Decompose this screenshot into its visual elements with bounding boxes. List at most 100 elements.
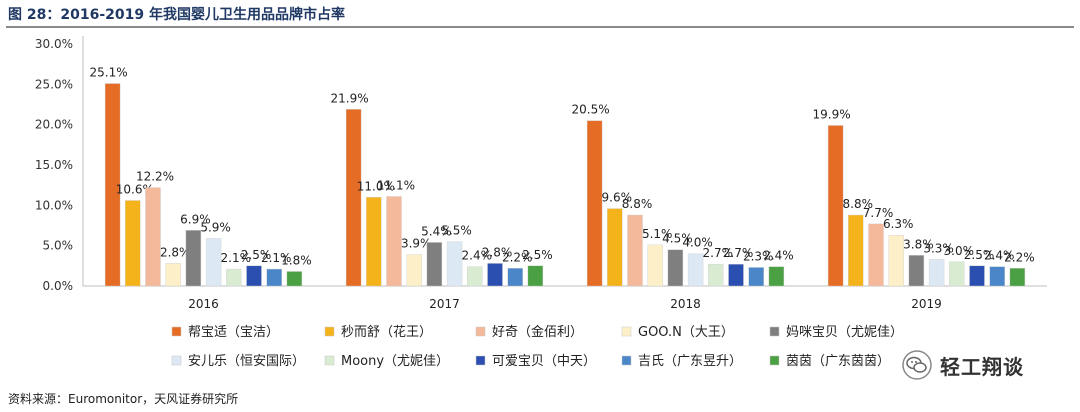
bar <box>627 214 643 287</box>
bar <box>969 265 985 287</box>
bar <box>586 120 603 287</box>
x-tick-label: 2019 <box>911 297 942 311</box>
data-label: 3.9% <box>401 237 432 251</box>
bar <box>165 263 181 287</box>
x-tick-label: 2018 <box>670 297 701 311</box>
bar <box>708 264 724 287</box>
legend-label: 帮宝适（宝洁） <box>188 325 279 340</box>
data-label: 2.5% <box>241 248 272 262</box>
data-label: 19.9% <box>813 107 851 121</box>
watermark-name: 轻工翔谈 <box>940 354 1024 379</box>
data-label: 12.2% <box>136 170 174 184</box>
legend-label: 安儿乐（恒安国际） <box>188 354 305 369</box>
bar <box>1009 268 1026 287</box>
legend-swatch <box>475 326 486 337</box>
bar <box>888 234 904 287</box>
data-label: 1.8% <box>281 253 312 267</box>
bar <box>366 197 382 287</box>
bar <box>667 249 684 287</box>
data-label: 2.3% <box>743 249 774 263</box>
bar <box>827 125 844 287</box>
data-label: 8.8% <box>622 197 653 211</box>
data-label: 6.9% <box>180 212 211 226</box>
bar <box>205 238 222 287</box>
x-tick-label: 2016 <box>188 297 219 311</box>
bar <box>848 214 864 287</box>
bar <box>246 265 262 287</box>
legend-swatch <box>324 326 335 337</box>
data-label: 8.8% <box>843 197 874 211</box>
data-label: 2.7% <box>723 246 754 260</box>
data-label: 2.1% <box>221 251 252 265</box>
bar <box>386 196 402 287</box>
data-label: 20.5% <box>572 103 610 117</box>
bar <box>226 268 242 287</box>
legend-label: 吉氏（广东昱升） <box>638 354 742 369</box>
data-label: 2.7% <box>703 246 734 260</box>
data-label: 2.2% <box>1004 250 1035 264</box>
bar <box>125 200 141 287</box>
y-tick-label: 20.0% <box>35 118 73 132</box>
legend-label: 茵茵（广东茵茵） <box>786 354 890 369</box>
data-label: 11.1% <box>377 178 415 192</box>
bar <box>426 242 443 287</box>
bar <box>527 265 544 287</box>
legend-label: 妈咪宝贝（尤妮佳） <box>786 325 903 340</box>
watermark: 轻工翔谈 <box>902 348 1052 382</box>
data-label: 3.8% <box>903 237 934 251</box>
data-label: 5.5% <box>441 224 472 238</box>
title-divider <box>6 26 1074 28</box>
legend-swatch <box>769 326 780 337</box>
bar <box>928 259 945 287</box>
data-label: 2.5% <box>964 248 995 262</box>
legend-swatch <box>621 355 632 366</box>
y-tick-label: 5.0% <box>43 239 74 253</box>
bar <box>728 264 744 287</box>
bar <box>989 266 1005 287</box>
bar <box>507 268 523 287</box>
legend-label: Moony（尤妮佳） <box>341 354 449 369</box>
bar <box>286 271 303 287</box>
bar <box>185 230 202 287</box>
data-label: 2.2% <box>502 250 533 264</box>
data-label: 7.7% <box>863 206 894 220</box>
data-label: 5.4% <box>421 224 452 238</box>
legend-label: 好奇（金佰利） <box>492 324 583 340</box>
bar-chart: 0.0% 5.0% 10.0% 15.0% 20.0% 25.0% 30.0% 25.1% 10… <box>35 36 1047 369</box>
legend-label: 可爱宝贝（中天） <box>492 354 596 369</box>
bar <box>868 223 884 287</box>
data-label: 2.5% <box>522 248 553 262</box>
data-label: 5.9% <box>200 220 231 234</box>
data-label: 2.4% <box>462 249 493 263</box>
bar <box>467 266 483 287</box>
bar <box>647 244 663 287</box>
wechat-icon <box>902 350 932 380</box>
data-label: 9.6% <box>602 191 633 205</box>
data-label: 3.3% <box>923 241 954 255</box>
bar <box>487 263 503 287</box>
data-label: 2.4% <box>984 249 1015 263</box>
legend-swatch <box>171 326 182 337</box>
bar <box>104 83 121 287</box>
legend-swatch <box>621 326 632 337</box>
source-note: 资料来源：Euromonitor，天风证券研究所 <box>8 392 239 406</box>
data-label: 6.3% <box>883 217 914 231</box>
legend-swatch <box>171 355 182 366</box>
bar <box>748 267 764 287</box>
figure-title: 图 28：2016-2019 年我国婴儿卫生用品品牌市占率 <box>8 7 345 23</box>
legend-swatch <box>475 355 486 366</box>
bar <box>949 261 965 287</box>
data-label: 21.9% <box>331 91 369 105</box>
data-label: 11.0% <box>357 179 395 193</box>
data-label: 10.6% <box>116 182 154 196</box>
data-label: 5.1% <box>642 227 673 241</box>
y-tick-label: 10.0% <box>35 198 73 212</box>
y-tick-label: 15.0% <box>35 158 73 172</box>
data-label: 4.5% <box>662 232 693 246</box>
bar <box>406 254 422 287</box>
bar <box>266 268 282 287</box>
legend-label: 秒而舒（花王） <box>341 324 432 340</box>
legend-swatch <box>769 355 780 366</box>
data-label: 3.0% <box>944 244 975 258</box>
bar <box>687 253 704 287</box>
